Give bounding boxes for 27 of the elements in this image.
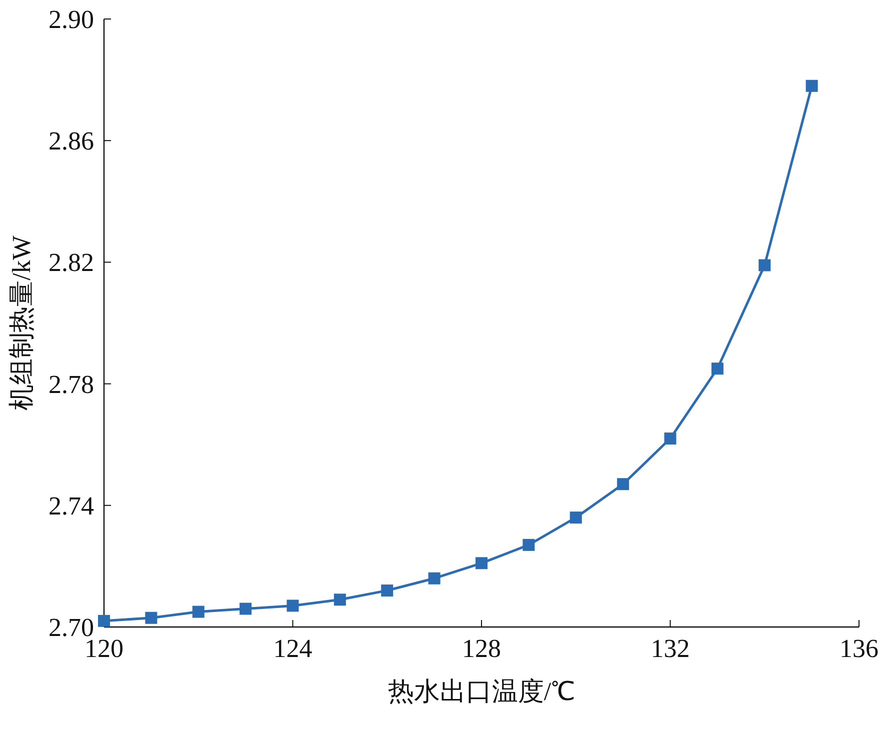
point (381, 584, 394, 597)
point (334, 594, 346, 606)
y-tick-label: 2.90 (48, 5, 94, 34)
x-tick-label: 136 (840, 634, 878, 663)
point (476, 557, 488, 570)
x-tick-label: 128 (462, 634, 501, 663)
point (758, 259, 771, 272)
x-axis-title: 热水出口温度/℃ (388, 677, 576, 706)
y-axis-title: 机组制热量/kW (7, 235, 36, 410)
point (240, 602, 252, 615)
point (98, 614, 110, 627)
point (192, 606, 204, 618)
y-tick-label: 2.78 (48, 370, 94, 399)
point (664, 432, 676, 445)
point (711, 362, 724, 375)
x-tick-label: 132 (650, 634, 690, 663)
y-tick-label: 2.82 (48, 248, 94, 278)
y-tick-label: 2.74 (48, 491, 94, 520)
point (806, 80, 818, 92)
point (428, 572, 440, 584)
point (570, 512, 582, 524)
x-tick-label: 124 (273, 634, 312, 663)
point (145, 612, 158, 624)
point (522, 538, 535, 551)
point (286, 600, 299, 612)
point (617, 478, 630, 490)
y-tick-label: 2.86 (48, 126, 94, 156)
